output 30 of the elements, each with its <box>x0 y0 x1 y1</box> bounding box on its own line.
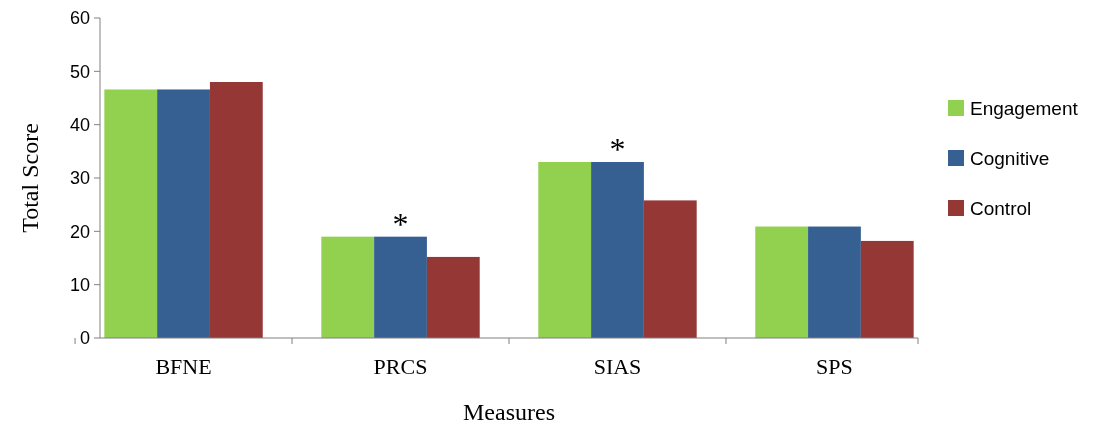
y-axis-title: Total Score <box>17 123 43 233</box>
annotation: * <box>392 205 409 242</box>
y-tick-label: 20 <box>69 221 90 242</box>
y-tick-label: 30 <box>69 168 90 189</box>
y-tick-label: 60 <box>69 8 90 29</box>
x-axis-title: Measures <box>463 399 555 425</box>
bar <box>209 82 263 338</box>
bar <box>374 236 427 338</box>
y-tick-label: 40 <box>69 114 90 135</box>
bar <box>104 89 158 338</box>
legend-label: Cognitive <box>970 147 1050 169</box>
legend-label: Control <box>970 197 1032 219</box>
bar <box>538 162 592 338</box>
x-tick-label: SIAS <box>593 354 642 379</box>
x-tick-label: PRCS <box>373 354 428 379</box>
bar <box>321 236 375 338</box>
bar <box>591 162 644 338</box>
bar <box>860 240 914 338</box>
y-tick-label: 50 <box>69 61 90 82</box>
x-tick-label: SPS <box>816 354 853 379</box>
x-tick-label: BFNE <box>155 354 212 379</box>
y-tick-label: 10 <box>69 274 90 295</box>
y-tick-label: 0 <box>79 328 90 349</box>
bar <box>157 89 210 338</box>
bar <box>755 226 809 338</box>
bar <box>426 256 480 338</box>
legend-label: Engagement <box>970 97 1079 119</box>
bar <box>808 226 861 338</box>
annotation: * <box>609 131 626 167</box>
bar <box>643 200 697 338</box>
